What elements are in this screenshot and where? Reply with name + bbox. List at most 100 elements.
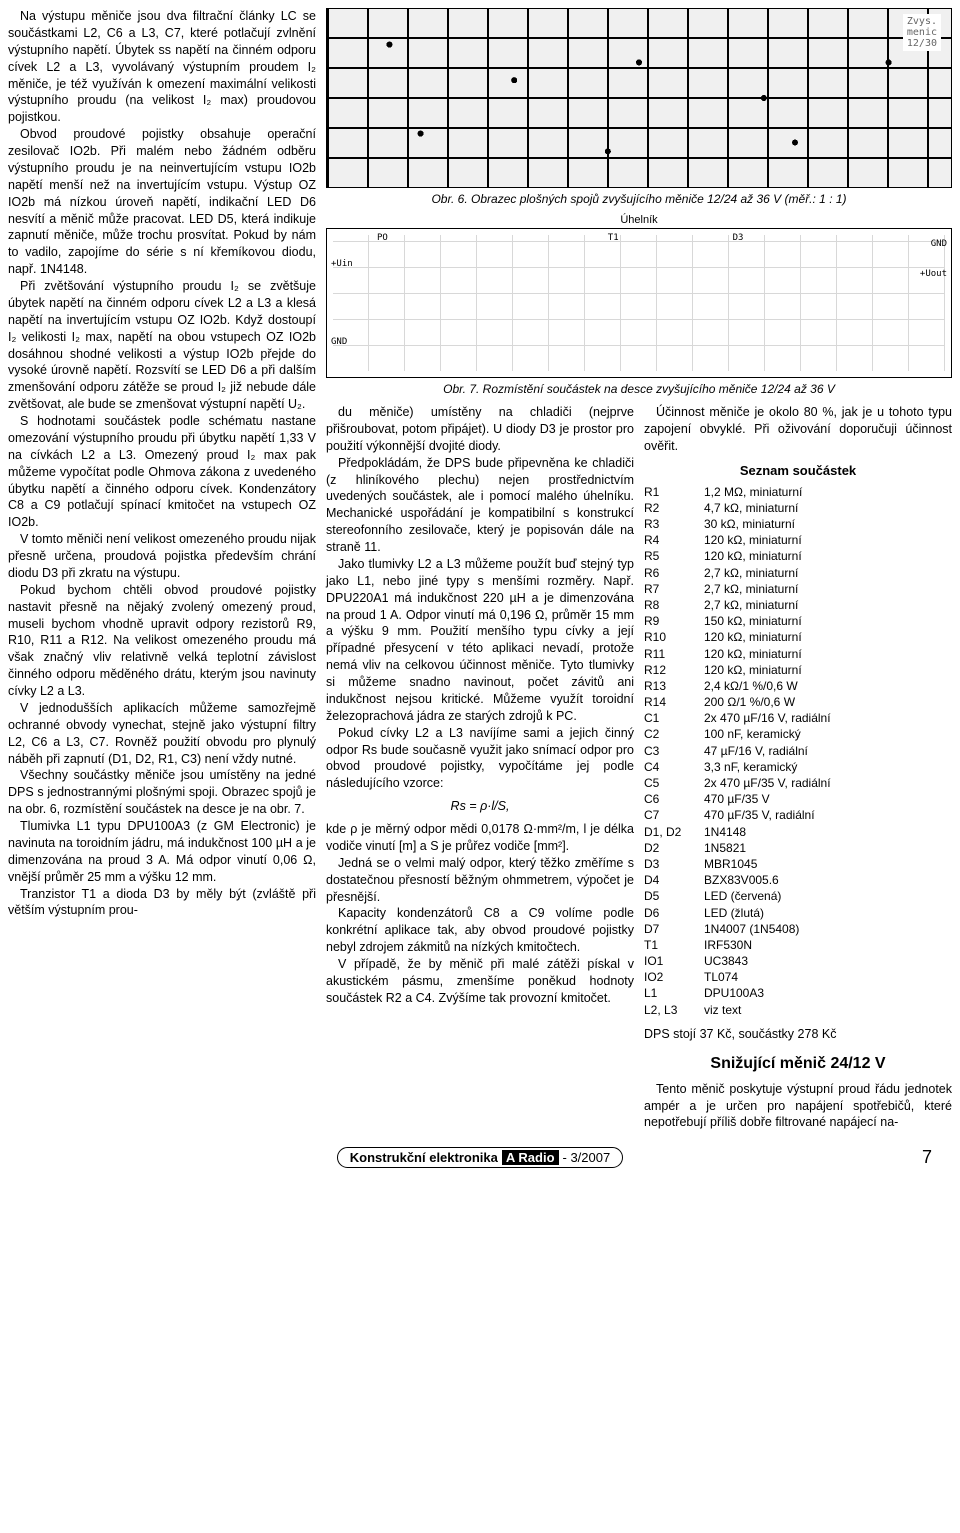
para: Při zvětšování výstupního proudu I₂ se z… — [8, 278, 316, 413]
parts-row: D1, D21N4148 — [644, 824, 952, 840]
right-column: Účinnost měniče je okolo 80 %, jak je u … — [644, 404, 952, 1131]
parts-row: R11,2 MΩ, miniaturní — [644, 484, 952, 500]
parts-ref: R13 — [644, 678, 704, 694]
parts-val: viz text — [704, 1002, 952, 1018]
label-d3: D3 — [733, 233, 744, 243]
parts-ref: R9 — [644, 613, 704, 629]
parts-row: C347 µF/16 V, radiální — [644, 743, 952, 759]
parts-val: BZX83V005.6 — [704, 872, 952, 888]
parts-row: D6LED (žlutá) — [644, 905, 952, 921]
footer-issue: - 3/2007 — [563, 1150, 611, 1165]
parts-ref: R14 — [644, 694, 704, 710]
parts-val: TL074 — [704, 969, 952, 985]
parts-row: IO1UC3843 — [644, 953, 952, 969]
parts-val: LED (žlutá) — [704, 905, 952, 921]
parts-ref: R1 — [644, 484, 704, 500]
parts-row: R330 kΩ, miniaturní — [644, 516, 952, 532]
figure-6: Zvys. menic 12/30 Obr. 6. Obrazec plošný… — [326, 8, 952, 206]
parts-val: 150 kΩ, miniaturní — [704, 613, 952, 629]
parts-ref: D1, D2 — [644, 824, 704, 840]
parts-val: 120 kΩ, miniaturní — [704, 646, 952, 662]
parts-val: 120 kΩ, miniaturní — [704, 662, 952, 678]
parts-row: IO2TL074 — [644, 969, 952, 985]
parts-val: 1N4007 (1N5408) — [704, 921, 952, 937]
para: kde ρ je měrný odpor mědi 0,0178 Ω·mm²/m… — [326, 821, 634, 855]
parts-row: R5120 kΩ, miniaturní — [644, 548, 952, 564]
parts-ref: D7 — [644, 921, 704, 937]
para: Tranzistor T1 a dioda D3 by měly být (zv… — [8, 886, 316, 920]
pcb-traces-image: Zvys. menic 12/30 — [326, 8, 952, 188]
section-para: Tento měnič poskytuje výstupní proud řád… — [644, 1081, 952, 1132]
parts-heading: Seznam součástek — [644, 463, 952, 478]
section-title: Snižující měnič 24/12 V — [644, 1055, 952, 1073]
parts-row: C7470 µF/35 V, radiální — [644, 807, 952, 823]
pcb-layout-image: +Uin GND PO T1 D3 GND +Uout — [326, 228, 952, 378]
parts-val: 1,2 MΩ, miniaturní — [704, 484, 952, 500]
mid-column: du měniče) umístěny na chladiči (nejprve… — [326, 404, 634, 1131]
parts-row: R72,7 kΩ, miniaturní — [644, 581, 952, 597]
parts-row: R62,7 kΩ, miniaturní — [644, 565, 952, 581]
parts-ref: R5 — [644, 548, 704, 564]
parts-val: 47 µF/16 V, radiální — [704, 743, 952, 759]
parts-ref: R12 — [644, 662, 704, 678]
parts-ref: C5 — [644, 775, 704, 791]
parts-row: D21N5821 — [644, 840, 952, 856]
para: Obvod proudové pojistky obsahuje operačn… — [8, 126, 316, 278]
parts-ref: L1 — [644, 985, 704, 1001]
parts-val: LED (červená) — [704, 888, 952, 904]
parts-val: 2,7 kΩ, miniaturní — [704, 565, 952, 581]
label-gnd: GND — [331, 337, 347, 347]
parts-val: 4,7 kΩ, miniaturní — [704, 500, 952, 516]
parts-ref: IO2 — [644, 969, 704, 985]
para: V tomto měniči není velikost omezeného p… — [8, 531, 316, 582]
parts-ref: R6 — [644, 565, 704, 581]
para: S hodnotami součástek podle schématu nas… — [8, 413, 316, 531]
para: Tlumivka L1 typu DPU100A3 (z GM Electron… — [8, 818, 316, 886]
parts-ref: L2, L3 — [644, 1002, 704, 1018]
parts-row: D4BZX83V005.6 — [644, 872, 952, 888]
parts-row: C12x 470 µF/16 V, radiální — [644, 710, 952, 726]
parts-val: 3,3 nF, keramický — [704, 759, 952, 775]
para: Kapacity kondenzátorů C8 a C9 volíme pod… — [326, 905, 634, 956]
parts-ref: R10 — [644, 629, 704, 645]
parts-val: 470 µF/35 V, radiální — [704, 807, 952, 823]
parts-val: 2,7 kΩ, miniaturní — [704, 581, 952, 597]
uhelnik-label: Úhelník — [326, 214, 952, 226]
parts-ref: R7 — [644, 581, 704, 597]
para: Jako tlumivky L2 a L3 můžeme použít buď … — [326, 556, 634, 725]
parts-ref: D2 — [644, 840, 704, 856]
parts-row: D5LED (červená) — [644, 888, 952, 904]
parts-row: T1IRF530N — [644, 937, 952, 953]
parts-ref: T1 — [644, 937, 704, 953]
parts-val: 30 kΩ, miniaturní — [704, 516, 952, 532]
parts-row: L1DPU100A3 — [644, 985, 952, 1001]
parts-val: 2x 470 µF/16 V, radiální — [704, 710, 952, 726]
parts-val: 120 kΩ, miniaturní — [704, 548, 952, 564]
parts-ref: D6 — [644, 905, 704, 921]
para: Pokud bychom chtěli obvod proudové pojis… — [8, 582, 316, 700]
formula: Rs = ρ·l/S, — [326, 798, 634, 815]
parts-ref: C2 — [644, 726, 704, 742]
parts-val: DPU100A3 — [704, 985, 952, 1001]
parts-ref: C6 — [644, 791, 704, 807]
parts-val: 200 Ω/1 %/0,6 W — [704, 694, 952, 710]
para: V jednodušších aplikacích můžeme samozře… — [8, 700, 316, 768]
para: du měniče) umístěny na chladiči (nejprve… — [326, 404, 634, 455]
parts-row: R11120 kΩ, miniaturní — [644, 646, 952, 662]
para: Všechny součástky měniče jsou umístěny n… — [8, 767, 316, 818]
figure-7-caption: Obr. 7. Rozmístění součástek na desce zv… — [326, 382, 952, 396]
parts-val: 470 µF/35 V — [704, 791, 952, 807]
label-t1: T1 — [608, 233, 619, 243]
para: Jedná se o velmi malý odpor, který těžko… — [326, 855, 634, 906]
label-uin: +Uin — [331, 259, 353, 269]
parts-row: D3MBR1045 — [644, 856, 952, 872]
parts-val: MBR1045 — [704, 856, 952, 872]
parts-row: C2100 nF, keramický — [644, 726, 952, 742]
parts-val: 1N4148 — [704, 824, 952, 840]
parts-row: C6470 µF/35 V — [644, 791, 952, 807]
parts-ref: C1 — [644, 710, 704, 726]
parts-ref: R4 — [644, 532, 704, 548]
page-footer: Konstrukční elektronika A Radio - 3/2007… — [8, 1143, 952, 1168]
page-number: 7 — [922, 1147, 932, 1168]
parts-row: R10120 kΩ, miniaturní — [644, 629, 952, 645]
